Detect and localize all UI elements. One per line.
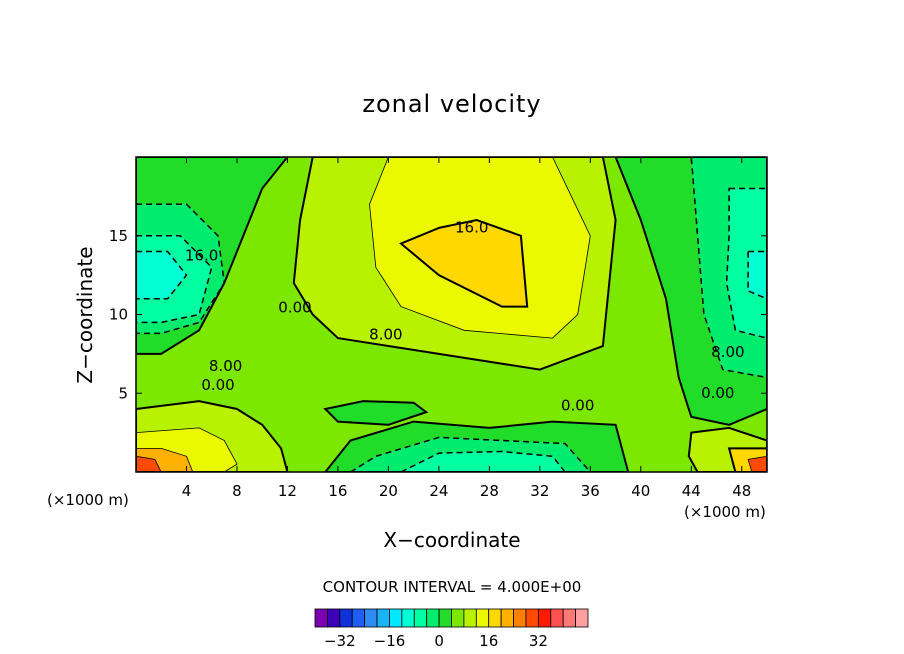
- contour-line-10: [369, 157, 591, 339]
- contour-label-1: 16.0: [185, 247, 218, 265]
- colorbar-swatch-4: [364, 608, 378, 628]
- colorbar-swatch-6: [389, 608, 403, 628]
- x-tick-label-44: 44: [682, 482, 701, 500]
- velocity-field-layers: [136, 157, 767, 472]
- x-tick-label-32: 32: [530, 482, 549, 500]
- x-tick-label-48: 48: [732, 482, 751, 500]
- colorbar-swatch-15: [500, 608, 514, 628]
- field-region-4: [136, 251, 187, 299]
- contour-line-7: [725, 187, 767, 339]
- contour-label-2: 0.00: [278, 299, 311, 317]
- x-tick-label-28: 28: [480, 482, 499, 500]
- field-region-22: [325, 401, 427, 425]
- field-region-11: [401, 220, 528, 307]
- y-axis-label: Z−coordinate: [73, 246, 97, 383]
- contour-line-3: [136, 235, 213, 324]
- contour-labels: 16.016.00.008.008.000.000.008.000.00: [185, 218, 745, 414]
- field-region-18: [748, 456, 767, 472]
- y-axis-ticks: 5 10 15: [109, 227, 767, 402]
- chart-title: zonal velocity: [362, 90, 541, 118]
- contour-label-5: 0.00: [201, 376, 234, 394]
- colorbar-swatch-11: [451, 608, 465, 628]
- colorbar-swatch-8: [413, 608, 428, 628]
- x-unit-left: (×1000 m): [47, 491, 129, 509]
- contour-line-9: [292, 157, 617, 371]
- x-unit-right: (×1000 m): [684, 503, 766, 521]
- colorbar-swatch-18: [537, 608, 552, 628]
- colorbar-tick-2: 0: [434, 632, 444, 650]
- colorbar-swatch-0: [314, 608, 328, 628]
- colorbar-swatch-10: [438, 608, 452, 628]
- x-tick-label-16: 16: [328, 482, 347, 500]
- colorbar: [314, 608, 589, 628]
- colorbar-swatch-14: [488, 608, 502, 628]
- x-tick-label-20: 20: [379, 482, 398, 500]
- colorbar-tick-1: −16: [374, 632, 406, 650]
- contour-label-8: 0.00: [701, 384, 734, 402]
- y-tick-label-10: 10: [109, 306, 128, 324]
- contour-line-13: [136, 427, 238, 472]
- colorbar-swatch-12: [463, 608, 477, 628]
- contour-lines: [136, 157, 767, 472]
- x-tick-label-40: 40: [631, 482, 650, 500]
- colorbar-swatch-17: [525, 608, 539, 628]
- contour-line-21: [400, 450, 567, 472]
- y-tick-label-15: 15: [109, 227, 128, 245]
- contour-line-6: [690, 157, 767, 379]
- x-tick-label-8: 8: [232, 482, 242, 500]
- contour-label-3: 8.00: [369, 325, 402, 343]
- x-axis-ticks: 4 8 12 16 20 24 28 32 36 40 44 48: [182, 157, 751, 500]
- colorbar-swatch-19: [550, 608, 564, 628]
- x-tick-label-36: 36: [581, 482, 600, 500]
- x-axis-label: X−coordinate: [383, 528, 520, 552]
- field-region-21: [401, 451, 566, 472]
- colorbar-tick-3: 16: [479, 632, 498, 650]
- colorbar-swatch-7: [401, 608, 415, 628]
- colorbar-swatch-21: [575, 608, 589, 628]
- contour-label-0: 16.0: [455, 218, 488, 236]
- contour-label-4: 8.00: [209, 357, 242, 375]
- contour-label-7: 8.00: [711, 343, 744, 361]
- colorbar-swatch-20: [562, 608, 576, 628]
- colorbar-swatch-9: [426, 608, 440, 628]
- contour-line-8: [747, 250, 767, 300]
- contour-line-17: [727, 447, 767, 472]
- colorbar-swatch-3: [351, 608, 366, 628]
- contour-line-16: [687, 426, 767, 472]
- x-tick-label-12: 12: [278, 482, 297, 500]
- colorbar-swatch-2: [339, 608, 353, 628]
- field-region-7: [726, 188, 767, 339]
- contour-line-12: [136, 400, 289, 472]
- colorbar-tick-labels: −32 −16 0 16 32: [324, 632, 548, 650]
- contour-line-11: [399, 218, 529, 308]
- colorbar-tick-4: 32: [529, 632, 548, 650]
- colorbar-swatch-16: [513, 608, 527, 628]
- contour-interval-text: CONTOUR INTERVAL = 4.000E+00: [323, 578, 582, 596]
- x-tick-label-4: 4: [182, 482, 192, 500]
- field-region-8: [748, 251, 767, 299]
- contour-line-19: [324, 420, 630, 472]
- contour-label-6: 0.00: [561, 396, 594, 414]
- contour-line-15: [136, 455, 162, 472]
- contour-line-18: [747, 455, 767, 472]
- contour-line-14: [136, 447, 194, 472]
- colorbar-swatch-1: [327, 608, 341, 628]
- y-tick-label-5: 5: [118, 384, 128, 402]
- contour-line-5: [614, 157, 767, 426]
- colorbar-swatch-5: [376, 608, 390, 628]
- colorbar-tick-0: −32: [324, 632, 356, 650]
- colorbar-swatch-13: [475, 608, 490, 628]
- x-tick-label-24: 24: [429, 482, 448, 500]
- contour-line-22: [323, 400, 429, 426]
